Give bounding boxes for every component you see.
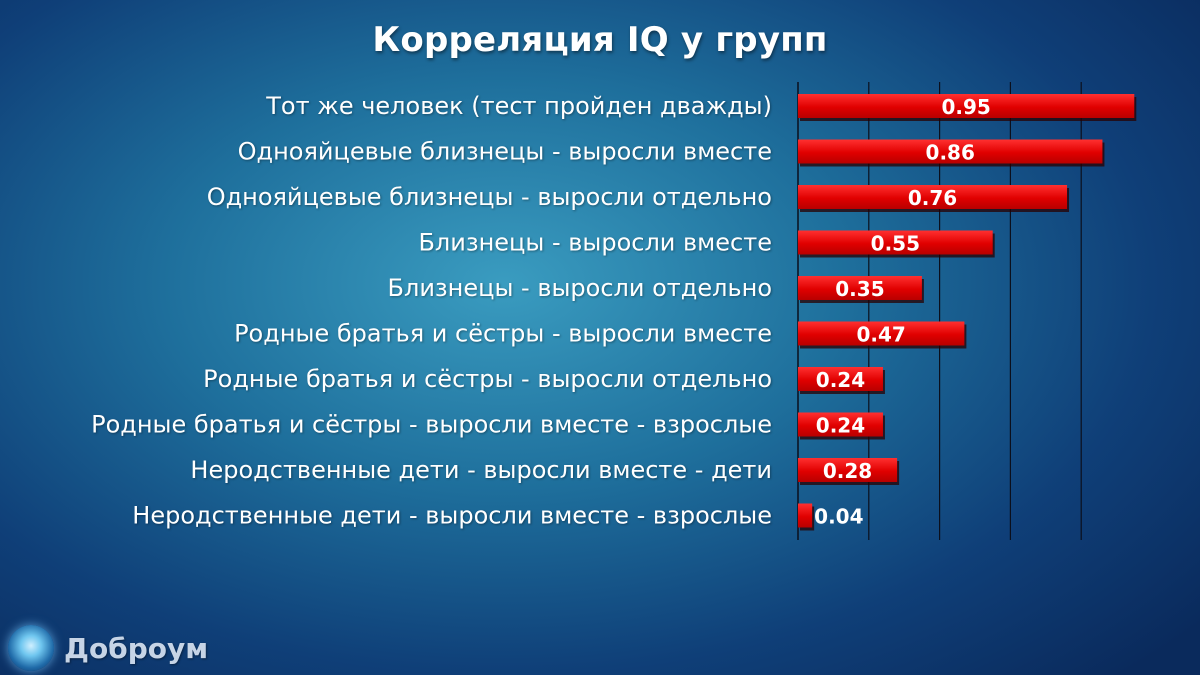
bar-value-label: 0.47 <box>857 323 906 347</box>
bar <box>798 503 813 528</box>
bar-value-label: 0.28 <box>823 459 872 483</box>
bar-value-label: 0.55 <box>871 232 920 256</box>
bar <box>798 458 898 482</box>
bar <box>798 94 1135 118</box>
bar <box>798 230 993 255</box>
bar-value-label: 0.24 <box>816 414 865 438</box>
chart-title: Корреляция IQ у групп <box>372 20 828 60</box>
category-label: Однояйцевые близнецы - выросли вместе <box>238 138 772 166</box>
bar-value-label: 0.76 <box>908 186 957 210</box>
bar-value-label: 0.95 <box>941 95 990 119</box>
category-label: Тот же человек (тест пройден дважды) <box>265 92 772 120</box>
brain-figure-icon <box>8 625 54 671</box>
category-label: Родные братья и сёстры - выросли вместе <box>234 320 772 348</box>
bar <box>798 412 883 437</box>
bar <box>798 276 922 300</box>
brand-logo: Доброум <box>8 622 208 674</box>
brand-name: Доброум <box>64 631 209 665</box>
category-label: Однояйцевые близнецы - выросли отдельно <box>207 183 772 211</box>
bar <box>798 321 965 346</box>
bar <box>798 185 1068 209</box>
category-label: Неродственные дети - выросли вместе - де… <box>190 456 772 484</box>
category-label: Родные братья и сёстры - выросли вместе … <box>91 411 772 439</box>
bar <box>798 367 883 391</box>
bar <box>798 139 1103 164</box>
category-label: Близнецы - выросли отдельно <box>388 274 772 302</box>
category-labels: Тот же человек (тест пройден дважды) Одно… <box>91 92 772 530</box>
category-label: Неродственные дети - выросли вместе - вз… <box>132 502 772 530</box>
bar-value-label: 0.24 <box>816 368 865 392</box>
category-label: Родные братья и сёстры - выросли отдельн… <box>203 365 772 393</box>
bar-value-label: 0.86 <box>926 141 975 165</box>
bar-value-label: 0.35 <box>835 277 884 301</box>
bars: 0.95 0.86 0.76 0.55 0.35 0.47 0.24 0.24 0.28 0.04 <box>798 94 1137 531</box>
bar-value-label: 0.04 <box>814 505 863 529</box>
category-label: Близнецы - выросли вместе <box>418 229 772 257</box>
